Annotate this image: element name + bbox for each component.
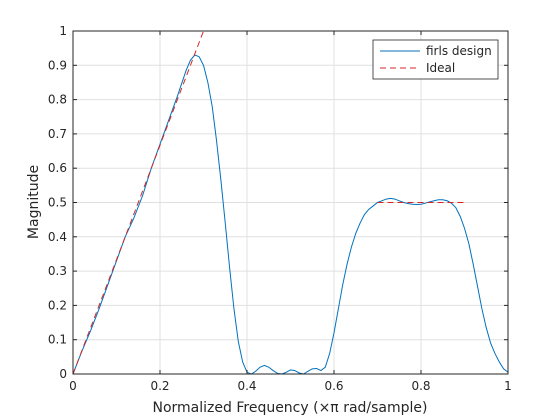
series-ideal-line-passband: [73, 31, 204, 374]
legend-label-firls: firls design: [426, 44, 492, 58]
legend-label-ideal: Ideal: [426, 61, 455, 75]
y-tick-label: 0.1: [48, 333, 67, 347]
y-tick-label: 0.3: [48, 264, 67, 278]
y-tick-label: 0.6: [48, 161, 67, 175]
series-firls-design-line: [73, 54, 508, 374]
y-tick-label: 0.4: [48, 230, 67, 244]
ticks: 0 0.2 0.4 0.6 0.8 1 0 0.1 0.2 0.3 0.4 0.5 0.6 0.7 0.8 0…: [48, 24, 512, 393]
x-tick-label: 0: [69, 379, 77, 393]
y-tick-label: 0.2: [48, 298, 67, 312]
grid: [73, 31, 508, 374]
y-tick-label: 1: [59, 24, 67, 38]
legend-box: [372, 39, 499, 80]
x-tick-label: 0.4: [237, 379, 256, 393]
legend: firls design Ideal: [372, 39, 499, 80]
y-tick-label: 0.9: [48, 58, 67, 72]
x-tick-label: 0.8: [411, 379, 430, 393]
x-tick-label: 0.2: [150, 379, 169, 393]
x-tick-label: 1: [504, 379, 512, 393]
y-axis-label: Magnitude: [26, 165, 42, 239]
y-tick-label: 0.5: [48, 196, 67, 210]
x-axis-label: Normalized Frequency (×π rad/sample): [153, 400, 428, 416]
y-tick-label: 0.7: [48, 127, 67, 141]
y-tick-label: 0.8: [48, 93, 67, 107]
series-layer: [73, 31, 508, 374]
y-tick-label: 0: [59, 367, 67, 381]
x-tick-label: 0.6: [324, 379, 343, 393]
